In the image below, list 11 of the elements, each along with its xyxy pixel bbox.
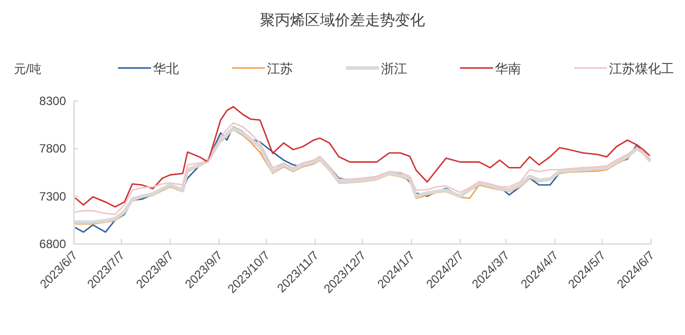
legend-label: 江苏 bbox=[267, 61, 293, 76]
legend-label: 华南 bbox=[495, 61, 521, 76]
legend-label: 浙江 bbox=[381, 61, 407, 76]
y-axis-title: 元/吨 bbox=[14, 62, 42, 76]
y-tick-label: 7300 bbox=[39, 189, 66, 204]
y-tick-label: 6800 bbox=[39, 237, 66, 251]
legend-label: 江苏煤化工 bbox=[609, 61, 674, 76]
y-tick-label: 7800 bbox=[39, 142, 66, 156]
legend-label: 华北 bbox=[153, 61, 179, 76]
y-tick-label: 8300 bbox=[39, 94, 66, 108]
chart-title: 聚丙烯区域价差走势变化 bbox=[260, 12, 425, 29]
